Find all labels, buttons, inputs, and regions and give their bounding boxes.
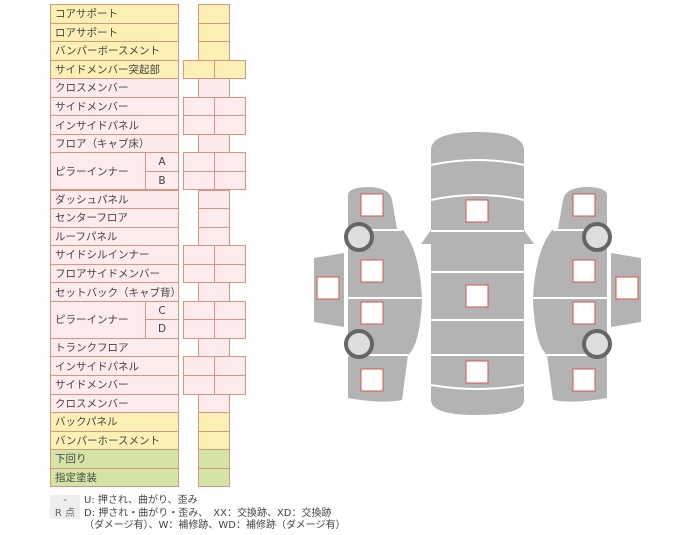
panel-lines	[348, 159, 607, 390]
input-cell-right[interactable]	[214, 263, 246, 284]
row-label: センターフロア	[50, 208, 179, 228]
row-label: ピラーインナー	[50, 152, 146, 191]
input-cell-right[interactable]	[214, 115, 246, 135]
car-top-view	[421, 132, 534, 415]
legend-key: -	[50, 495, 80, 506]
car-left-side	[348, 187, 422, 402]
damage-marker-box[interactable]	[572, 193, 596, 217]
damage-marker-box[interactable]	[572, 301, 596, 325]
legend-text: D: 押され・曲がり・歪み、 XX：交換跡、XD：交換跡	[84, 507, 332, 519]
legend-key: R 点	[50, 503, 80, 519]
damage-marker-box[interactable]	[572, 368, 596, 392]
legend-text: U: 押され、曲がり、歪み	[84, 495, 198, 506]
input-cell[interactable]	[198, 467, 230, 488]
damage-marker-box[interactable]	[316, 276, 340, 300]
damage-marker-box[interactable]	[465, 284, 489, 308]
row-label: フロア（キャブ床）	[50, 133, 179, 154]
damage-marker-box[interactable]	[360, 368, 384, 392]
damage-marker-box[interactable]	[465, 360, 489, 384]
damage-marker-box[interactable]	[615, 276, 639, 300]
row-label: バックパネル	[50, 412, 179, 432]
row-label: クロスメンバー	[50, 393, 179, 414]
input-cell-right[interactable]	[214, 375, 246, 395]
damage-marker-box[interactable]	[572, 259, 596, 283]
damage-marker-box[interactable]	[360, 259, 384, 283]
row-label: ピラーインナー	[50, 300, 146, 339]
wheel-icon	[344, 329, 374, 359]
row-label: バンパーホースメント	[50, 430, 179, 451]
car-right-side	[533, 187, 607, 402]
wheels	[344, 222, 612, 359]
legend-line: R 点 D: 押され・曲がり・歪み、 XX：交換跡、XD：交換跡	[50, 503, 332, 519]
wheel-icon	[582, 222, 612, 252]
row-label: バンパーボースメント	[50, 41, 179, 61]
row-sublabel: C	[145, 300, 179, 321]
legend-line: （ダメージ有）、W：補修跡、WD：補修跡（ダメージ有）	[50, 516, 345, 531]
damage-marker-box[interactable]	[360, 193, 384, 217]
damage-marker-box[interactable]	[465, 199, 489, 223]
car-body	[314, 132, 641, 415]
row-label: クロスメンバー	[50, 78, 179, 98]
damage-marker-box[interactable]	[360, 301, 384, 325]
row-label: フロアサイドメンバー	[50, 263, 179, 284]
wheel-icon	[582, 329, 612, 359]
row-label: 指定塗装	[50, 467, 179, 488]
row-label: サイドシルインナー	[50, 245, 179, 265]
input-cell-right[interactable]	[214, 319, 246, 339]
legend-line: - U: 押され、曲がり、歪み	[50, 491, 198, 506]
wheel-icon	[344, 222, 374, 252]
row-label: サイドメンバー	[50, 96, 179, 117]
input-cell-right[interactable]	[214, 59, 246, 80]
row-sublabel: A	[145, 152, 179, 172]
input-cell-right[interactable]	[214, 170, 246, 191]
row-label: サイドメンバー突起部	[50, 59, 179, 80]
legend-text: （ダメージ有）、W：補修跡、WD：補修跡（ダメージ有）	[84, 520, 346, 531]
row-label: インサイドパネル	[50, 115, 179, 135]
